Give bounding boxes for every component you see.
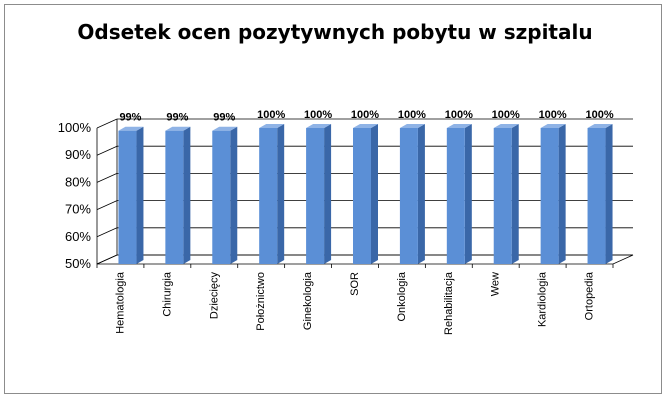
y-tick-label: 80% xyxy=(65,174,91,189)
y-tick-label: 70% xyxy=(65,202,91,217)
bar-top xyxy=(493,124,519,128)
x-tick-label: Chirurgia xyxy=(161,271,173,317)
data-label: 100% xyxy=(351,109,379,121)
bar xyxy=(165,130,184,264)
x-tick-label: Ginekologia xyxy=(302,271,314,330)
y-axis-tick xyxy=(96,200,118,210)
bar-top xyxy=(212,126,238,131)
x-tick-label: Ortopedia xyxy=(584,271,596,320)
chart-title: Odsetek ocen pozytywnych pobytu w szpita… xyxy=(77,20,593,44)
x-tick-label: Onkologia xyxy=(396,271,408,321)
y-tick-label: 50% xyxy=(65,256,91,271)
bar xyxy=(399,128,418,264)
bar-top xyxy=(353,124,378,128)
bar xyxy=(446,128,465,264)
bar-side xyxy=(511,124,519,264)
y-tick-label: 100% xyxy=(58,120,92,135)
x-tick-label: Rehabilitacja xyxy=(443,271,455,335)
bar-top xyxy=(399,124,425,128)
bar-side xyxy=(558,124,566,264)
x-tick-label: Wew xyxy=(490,272,502,296)
y-tick-label: 60% xyxy=(65,229,91,244)
data-label: 100% xyxy=(539,109,567,121)
y-axis-tick xyxy=(96,145,118,156)
x-tick-label: Hematologia xyxy=(114,271,126,334)
bar xyxy=(118,130,137,264)
x-tick-label: Dziecięcy xyxy=(208,272,220,320)
x-tick-label: Położnictwo xyxy=(255,272,267,331)
y-axis-tick xyxy=(96,173,118,183)
bar-side xyxy=(277,124,285,264)
data-label: 100% xyxy=(304,109,332,121)
bar-side xyxy=(324,124,332,264)
data-label: 100% xyxy=(398,109,426,121)
bar-side xyxy=(183,126,191,264)
bar-top xyxy=(259,124,285,128)
data-label: 99% xyxy=(119,112,141,124)
bar-top xyxy=(446,124,472,128)
bar-top xyxy=(118,126,144,131)
bar xyxy=(306,128,325,264)
bar-side xyxy=(230,126,238,264)
x-tick-label: Kardiologia xyxy=(537,271,549,327)
y-axis-tick xyxy=(96,254,118,265)
bar xyxy=(493,128,512,264)
bar-top xyxy=(306,124,332,128)
bar-side xyxy=(371,124,378,264)
data-label: 99% xyxy=(166,112,188,124)
data-label: 100% xyxy=(585,109,613,121)
data-label: 100% xyxy=(257,109,285,121)
data-label: 100% xyxy=(445,109,473,121)
bar-side xyxy=(605,124,613,264)
data-label: 99% xyxy=(213,112,235,124)
y-axis-tick xyxy=(96,118,118,129)
x-tick-label: SOR xyxy=(349,272,361,296)
bar xyxy=(259,128,278,264)
bar-side xyxy=(464,124,472,264)
bar-side xyxy=(136,126,144,264)
bar-top xyxy=(540,124,566,128)
bar-top xyxy=(165,126,191,131)
y-axis-tick xyxy=(96,227,118,238)
bar xyxy=(540,128,559,264)
bar xyxy=(212,130,231,264)
data-label: 100% xyxy=(492,109,520,121)
y-tick-label: 90% xyxy=(65,147,91,162)
bar-top xyxy=(587,124,613,128)
bar xyxy=(587,128,606,264)
bar xyxy=(353,128,371,264)
bar-side xyxy=(417,124,425,264)
